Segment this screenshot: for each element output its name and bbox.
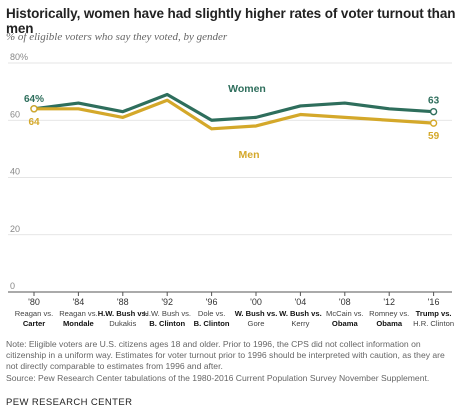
- series-line-women: [33, 92, 434, 122]
- x-tick-label: '92: [161, 297, 173, 307]
- y-tick-label: 0: [10, 281, 15, 291]
- x-tick-label: '00: [250, 297, 262, 307]
- x-sublabel: Carter: [23, 319, 45, 328]
- series-label-women: Women: [228, 83, 266, 95]
- x-tick-label: '16: [428, 297, 440, 307]
- x-sublabel: Gore: [248, 319, 265, 328]
- x-tick-label: '84: [73, 297, 85, 307]
- x-tick-label: '08: [339, 297, 351, 307]
- x-sublabel: W. Bush vs.: [279, 309, 322, 318]
- x-sublabel: Trump vs.: [416, 309, 452, 318]
- x-sublabel: Romney vs.: [369, 309, 409, 318]
- data-point-men: [429, 119, 438, 127]
- data-label-men-first: 64: [28, 117, 40, 128]
- x-tick-label: '88: [117, 297, 129, 307]
- x-sublabel: H.W. Bush vs.: [143, 309, 191, 318]
- x-sublabel: Mondale: [63, 319, 94, 328]
- x-sublabel: W. Bush vs.: [235, 309, 278, 318]
- data-label-women-last: 63: [428, 96, 440, 107]
- x-tick-label: '96: [206, 297, 218, 307]
- x-sublabel: Obama: [332, 319, 359, 328]
- x-sublabel: Reagan vs.: [15, 309, 53, 318]
- x-sublabel: B. Clinton: [194, 319, 230, 328]
- x-sublabel: B. Clinton: [149, 319, 185, 328]
- x-tick-label: '12: [383, 297, 395, 307]
- chart-subtitle: % of eligible voters who say they voted,…: [6, 31, 228, 43]
- x-tick-label: '80: [28, 297, 40, 307]
- x-tick-label: '04: [295, 297, 307, 307]
- notes-block: Note: Eligible voters are U.S. citizens …: [6, 339, 454, 384]
- data-point-men: [30, 105, 38, 113]
- data-label-women-first: 64%: [24, 94, 44, 105]
- data-point-women: [429, 107, 438, 116]
- note-text: Note: Eligible voters are U.S. citizens …: [6, 339, 445, 372]
- x-sublabel: Dukakis: [109, 319, 136, 328]
- chart-title: Historically, women have had slightly hi…: [6, 6, 456, 36]
- series-line-men: [34, 98, 434, 131]
- series-label-men: Men: [239, 149, 260, 161]
- data-label-men-last: 59: [428, 131, 440, 142]
- x-sublabel: Kerry: [291, 319, 309, 328]
- x-sublabel: H.W. Bush vs.: [98, 309, 148, 318]
- x-sublabel: Dole vs.: [198, 309, 225, 318]
- y-tick-label: 20: [10, 224, 20, 234]
- x-sublabel: Reagan vs.: [59, 309, 97, 318]
- x-sublabel: McCain vs.: [326, 309, 364, 318]
- y-tick-label: 40: [10, 167, 20, 177]
- x-sublabel: H.R. Clinton: [413, 319, 454, 328]
- y-tick-label: 80%: [10, 52, 28, 62]
- brand-label: PEW RESEARCH CENTER: [6, 397, 133, 408]
- source-text: Source: Pew Research Center tabulations …: [6, 372, 430, 383]
- x-sublabel: Obama: [376, 319, 403, 328]
- y-tick-label: 60: [10, 109, 20, 119]
